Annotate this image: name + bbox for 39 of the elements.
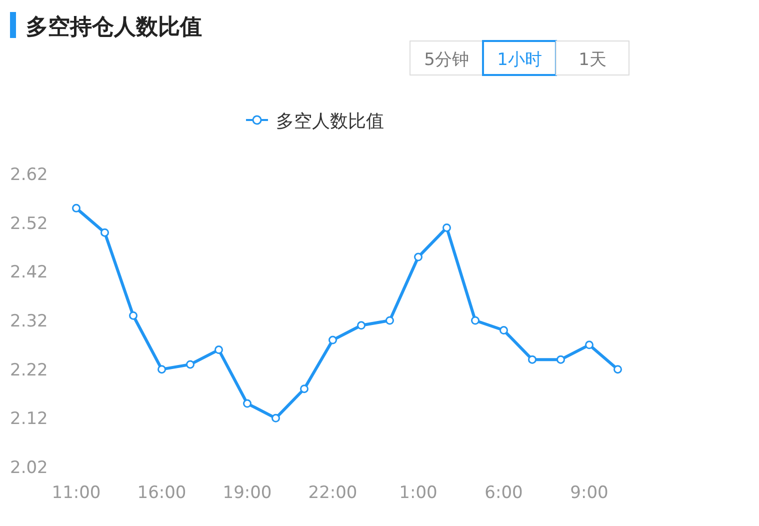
- x-tick-label: 11:00: [52, 483, 101, 503]
- y-tick-label: 2.62: [10, 165, 48, 185]
- point: [100, 228, 109, 237]
- point: [556, 355, 565, 364]
- chart-title: 多空持仓人数比值: [26, 14, 202, 40]
- point: [243, 399, 252, 408]
- y-tick-label: 2.12: [10, 409, 48, 430]
- point: [357, 321, 366, 330]
- text: 1天: [578, 50, 606, 70]
- x-tick-label: 16:00: [137, 483, 186, 503]
- point: [129, 311, 138, 320]
- y-tick-label: 2.42: [10, 262, 48, 283]
- point: [328, 336, 337, 344]
- legend-label: 多空人数比值: [276, 111, 384, 132]
- point: [300, 384, 308, 394]
- point: [614, 365, 622, 374]
- point: [471, 316, 480, 325]
- point: [158, 365, 166, 374]
- x-tick-label: 22:00: [308, 483, 358, 503]
- point: [386, 316, 394, 325]
- y-tick-label: 2.02: [10, 458, 48, 478]
- point: [186, 360, 194, 369]
- y-tick-label: 2.22: [10, 360, 48, 380]
- point: [414, 252, 422, 262]
- x-tick-label: 6:00: [484, 483, 523, 503]
- point: [72, 204, 80, 212]
- text: 1小时: [497, 50, 542, 70]
- point: [442, 223, 451, 232]
- point: [214, 346, 223, 354]
- y-tick-label: 2.52: [10, 214, 48, 234]
- x-tick-label: 9:00: [570, 483, 608, 503]
- text: 5分钟: [424, 50, 469, 70]
- point: [585, 340, 594, 350]
- point: [500, 326, 508, 335]
- point: [528, 355, 536, 364]
- y-tick-label: 2.32: [10, 312, 48, 332]
- x-tick-label: 19:00: [222, 483, 272, 503]
- point: [272, 414, 280, 422]
- x-tick-label: 1:00: [399, 483, 438, 503]
